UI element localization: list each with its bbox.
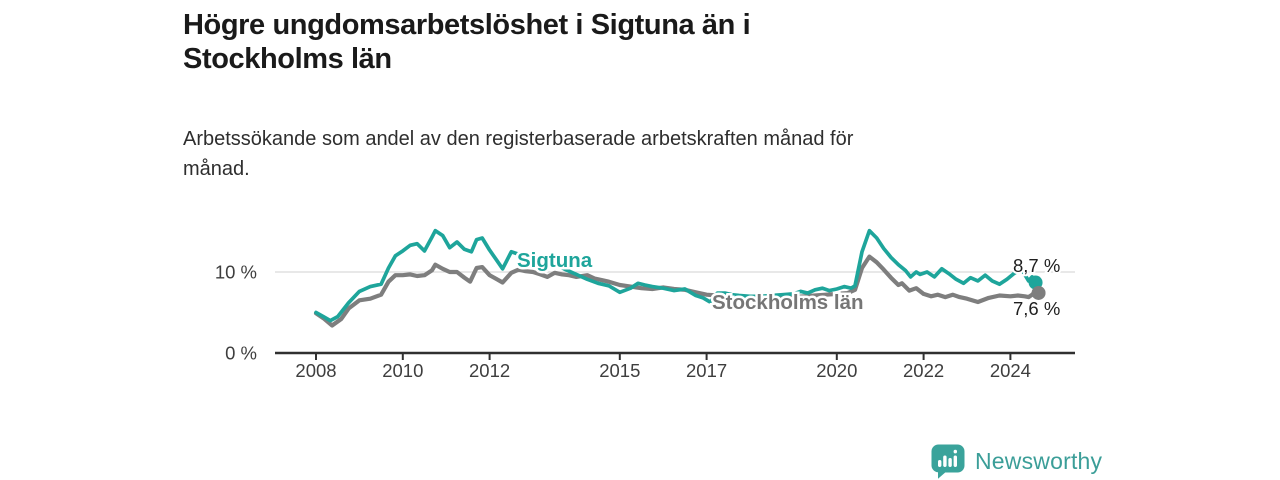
chart-title: Högre ungdomsarbetslöshet i Sigtuna än i…	[183, 9, 751, 75]
y-tick-label: 0 %	[225, 343, 257, 364]
stockholm-end-dot	[1031, 285, 1046, 300]
chart-subtitle: Arbetssökande som andel av den registerb…	[183, 128, 854, 180]
x-tick-label: 2010	[382, 360, 423, 381]
x-tick-label: 2015	[599, 360, 640, 381]
x-tick-label: 2022	[903, 360, 944, 381]
chart-svg: 2008 2010 2012 2015 2017 2020 2022 2024 0 % 10 % S…	[215, 228, 1075, 381]
y-tick-label: 10 %	[215, 262, 257, 283]
x-tick-label: 2020	[816, 360, 857, 381]
x-tick-label: 2024	[990, 360, 1031, 381]
sigtuna-value-label: 8,7 %	[1013, 255, 1060, 276]
x-tick-label: 2017	[686, 360, 727, 381]
brand-footer: Newsworthy	[930, 443, 1102, 479]
stockholm-value-label: 7,6 %	[1013, 298, 1060, 319]
newsworthy-logo-icon	[931, 444, 965, 479]
stockholm-series-label: Stockholms län	[712, 291, 864, 314]
x-tick-label: 2008	[295, 360, 336, 381]
x-tick-label: 2012	[469, 360, 510, 381]
brand-name: Newsworthy	[975, 447, 1103, 474]
unemployment-line-chart: 2008 2010 2012 2015 2017 2020 2022 2024 0 % 10 % S…	[180, 210, 1100, 400]
sigtuna-series-label: Sigtuna	[517, 249, 593, 272]
sigtuna-line	[314, 228, 1038, 323]
